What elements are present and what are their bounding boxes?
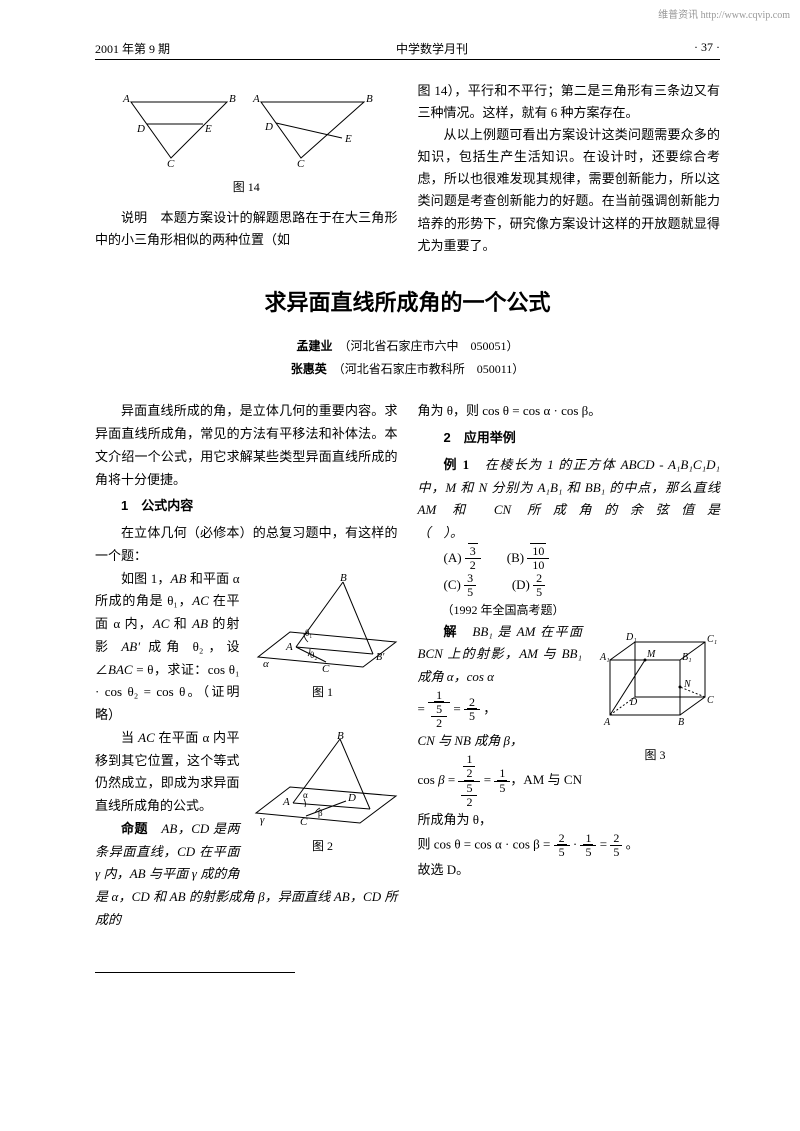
- svg-text:C: C: [300, 816, 308, 828]
- header-center: 中学数学月刊: [396, 40, 468, 57]
- top-section: A B C D E A B C D E 图 14 说明 本题方案设: [95, 80, 720, 257]
- intro-p: 异面直线所成的角，是立体几何的重要内容。求异面直线所成角，常见的方法有平移法和补…: [95, 400, 398, 491]
- svg-text:B: B: [678, 717, 684, 728]
- svg-text:A: A: [603, 717, 611, 728]
- svg-text:C: C: [707, 695, 714, 706]
- t: 在平面 α 内平移到其它位置，这个等式仍然成立，即成为求异面直线所成角的公式。: [95, 730, 240, 813]
- svg-text:B₁: B₁: [682, 652, 692, 663]
- fig14-left-svg: A B C D E: [119, 90, 239, 168]
- article-title: 求异面直线所成角的一个公式: [95, 285, 720, 317]
- sec2-head: 2 应用举例: [418, 427, 721, 450]
- t: 当: [121, 730, 138, 745]
- svg-text:B: B: [229, 93, 236, 105]
- svg-text:β: β: [318, 808, 323, 818]
- author-2: 张惠英 （河北省石家庄市教科所 050011）: [95, 358, 720, 381]
- svg-text:D: D: [264, 121, 273, 133]
- article-right-col: 角为 θ，则 cos θ = cos α · cos β。 2 应用举例 例 1…: [418, 400, 721, 931]
- prop-label: 命题: [121, 821, 148, 836]
- svg-text:B: B: [337, 731, 344, 742]
- t: 则 cos θ = cos α · cos β =: [418, 836, 554, 851]
- svg-text:C: C: [322, 663, 330, 675]
- author1-name: 孟建业: [296, 339, 332, 353]
- article-left-col: 异面直线所成的角，是立体几何的重要内容。求异面直线所成角，常见的方法有平移法和补…: [95, 400, 398, 931]
- fig14-label: 图 14: [95, 178, 398, 195]
- opt-b: (B) 1010: [507, 550, 550, 565]
- svg-text:N: N: [683, 679, 692, 690]
- options: (A) 32 (B) 1010 (C) 35 (D) 25: [444, 545, 721, 600]
- figure-14: A B C D E A B C D E: [95, 90, 398, 168]
- opt-d: (D) 25: [512, 577, 545, 592]
- ex1: 例 1 在棱长为 1 的正方体 ABCD - A₁B₁C₁D₁ 中，M 和 N …: [418, 454, 721, 545]
- svg-text:B: B: [366, 93, 373, 105]
- author2-affil: （河北省石家庄市教科所 050011）: [339, 362, 525, 376]
- t: 和: [169, 616, 192, 631]
- svg-text:M: M: [646, 649, 656, 660]
- conclusion: 故选 D。: [418, 859, 721, 882]
- top-right-col: 图 14），平行和不平行；第二是三角形有三条边又有三种情况。这样，就有 6 种方…: [418, 80, 721, 257]
- svg-text:B': B': [376, 652, 385, 663]
- figure-1: B A B' C α θ₁ θ₂ 图 1: [248, 572, 398, 712]
- opt-a: (A) 32: [444, 550, 481, 565]
- ex1-label: 例 1: [444, 457, 470, 472]
- svg-text:E: E: [204, 123, 212, 135]
- fig1-label: 图 1: [248, 683, 398, 700]
- svg-text:A: A: [252, 93, 260, 105]
- sec1-head: 1 公式内容: [95, 495, 398, 518]
- svg-text:A: A: [282, 796, 290, 808]
- svg-text:A: A: [122, 93, 130, 105]
- svg-text:A: A: [285, 641, 293, 653]
- svg-text:α: α: [263, 658, 269, 670]
- top-right-p2: 从以上例题可看出方案设计这类问题需要众多的知识，包括生产生活知识。在设计时，还要…: [418, 124, 721, 257]
- author-1: 孟建业 （河北省石家庄市六中 050051）: [95, 335, 720, 358]
- svg-text:A₁: A₁: [599, 652, 610, 663]
- page-header: 2001 年第 9 期 中学数学月刊 · 37 ·: [95, 40, 720, 60]
- top-left-p1: 说明 本题方案设计的解题思路在于在大三角形中的小三角形相似的两种位置（如: [95, 207, 398, 251]
- t: CN 与 NB 成角 β，: [418, 733, 523, 748]
- top-right-p1: 图 14），平行和不平行；第二是三角形有三条边又有三种情况。这样，就有 6 种方…: [418, 80, 721, 124]
- svg-text:E: E: [344, 133, 352, 145]
- article-authors: 孟建业 （河北省石家庄市六中 050051） 张惠英 （河北省石家庄市教科所 0…: [95, 335, 720, 381]
- fig14-right-svg: A B C D E: [249, 90, 374, 168]
- svg-text:C₁: C₁: [707, 634, 717, 645]
- top-left-col: A B C D E A B C D E 图 14 说明 本题方案设: [95, 80, 398, 257]
- svg-text:C: C: [297, 158, 305, 168]
- solve-p1: BB₁ 是 AM 在平面 BCN 上的射影，AM 与 BB₁ 成角 α，cos …: [418, 624, 583, 685]
- fig2-label: 图 2: [248, 837, 398, 854]
- header-left: 2001 年第 9 期: [95, 40, 170, 57]
- watermark: 维普资讯 http://www.cqvip.com: [658, 6, 790, 21]
- header-right: · 37 ·: [694, 40, 720, 57]
- article-body: 异面直线所成的角，是立体几何的重要内容。求异面直线所成角，常见的方法有平移法和补…: [95, 400, 720, 931]
- figure-2: B A C D γ α β 图 2: [248, 731, 398, 866]
- svg-text:C: C: [167, 158, 175, 168]
- col2-p1: 角为 θ，则 cos θ = cos α · cos β。: [418, 400, 721, 423]
- svg-text:D: D: [136, 123, 145, 135]
- page-content: 2001 年第 9 期 中学数学月刊 · 37 · A B C D E: [0, 0, 800, 993]
- eq3: 则 cos θ = cos α · cos β = 25 · 15 = 25 。: [418, 832, 721, 859]
- source: （1992 年全国高考题）: [418, 600, 721, 621]
- svg-text:θ₁: θ₁: [305, 628, 312, 638]
- footer-rule: [95, 972, 295, 973]
- author1-affil: （河北省石家庄市六中 050051）: [345, 339, 519, 353]
- t: 。: [626, 836, 639, 851]
- svg-text:D₁: D₁: [625, 632, 637, 643]
- svg-text:α: α: [303, 790, 308, 800]
- t: 如图 1，: [121, 571, 171, 586]
- solve-label: 解: [444, 624, 458, 639]
- ex1-text: 在棱长为 1 的正方体 ABCD - A₁B₁C₁D₁ 中，M 和 N 分别为 …: [418, 457, 800, 540]
- svg-text:γ: γ: [260, 814, 265, 826]
- author2-name: 张惠英: [291, 362, 327, 376]
- figure-3: A B C D A₁ B₁ C₁ D₁ M N 图 3: [590, 625, 720, 775]
- opt-c: (C) 35: [444, 577, 477, 592]
- fig3-label: 图 3: [590, 746, 720, 763]
- sec1-p1: 在立体几何（必修本）的总复习题中，有这样的一个题：: [95, 522, 398, 568]
- svg-text:B: B: [340, 572, 347, 584]
- svg-text:D: D: [347, 792, 356, 804]
- svg-text:θ₂: θ₂: [310, 650, 317, 660]
- svg-text:D: D: [629, 697, 638, 708]
